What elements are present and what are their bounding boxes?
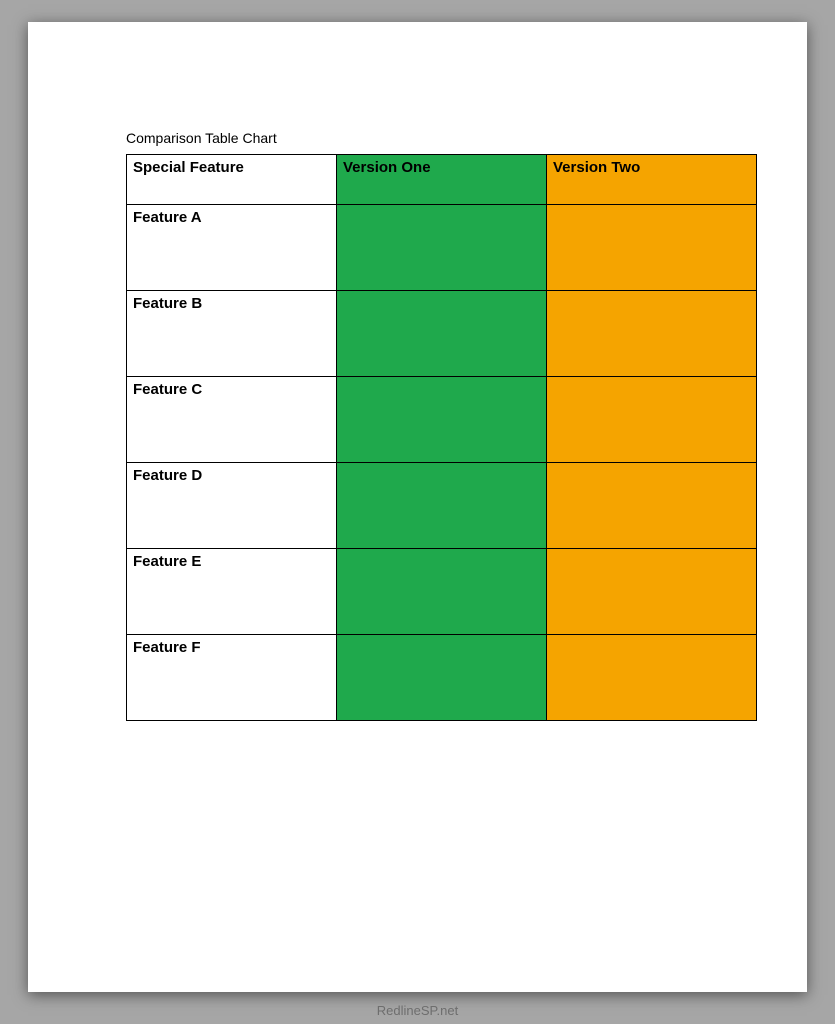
- cell-v1: [337, 549, 547, 635]
- feature-label: Feature B: [127, 291, 337, 377]
- comparison-table: Special Feature Version One Version Two …: [126, 154, 757, 721]
- cell-v2: [547, 635, 757, 721]
- table-header-row: Special Feature Version One Version Two: [127, 155, 757, 205]
- table-row: Feature C: [127, 377, 757, 463]
- cell-v2: [547, 291, 757, 377]
- cell-v1: [337, 205, 547, 291]
- feature-label: Feature A: [127, 205, 337, 291]
- col-header-version-two: Version Two: [547, 155, 757, 205]
- cell-v1: [337, 463, 547, 549]
- table-row: Feature D: [127, 463, 757, 549]
- cell-v1: [337, 291, 547, 377]
- table-title: Comparison Table Chart: [126, 130, 807, 146]
- table-row: Feature A: [127, 205, 757, 291]
- col-header-version-one: Version One: [337, 155, 547, 205]
- feature-label: Feature E: [127, 549, 337, 635]
- cell-v2: [547, 205, 757, 291]
- cell-v1: [337, 377, 547, 463]
- feature-label: Feature C: [127, 377, 337, 463]
- feature-label: Feature D: [127, 463, 337, 549]
- cell-v1: [337, 635, 547, 721]
- table-row: Feature F: [127, 635, 757, 721]
- cell-v2: [547, 377, 757, 463]
- table-row: Feature B: [127, 291, 757, 377]
- cell-v2: [547, 463, 757, 549]
- feature-label: Feature F: [127, 635, 337, 721]
- source-watermark: RedlineSP.net: [0, 1003, 835, 1018]
- cell-v2: [547, 549, 757, 635]
- table-row: Feature E: [127, 549, 757, 635]
- document-page: Comparison Table Chart Special Feature V…: [28, 22, 807, 992]
- col-header-feature: Special Feature: [127, 155, 337, 205]
